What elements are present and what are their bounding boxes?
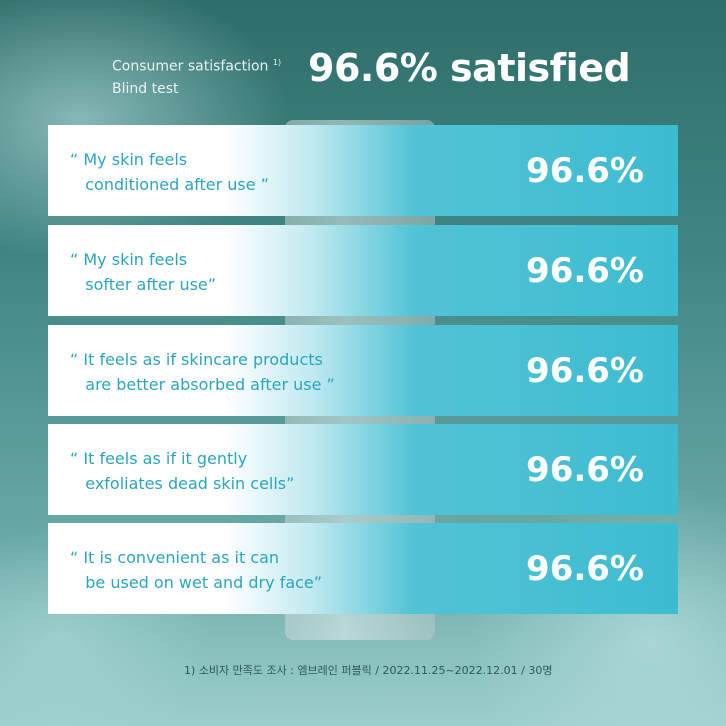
test-label: Blind test xyxy=(112,80,179,97)
survey-label: Consumer satisfaction xyxy=(112,58,269,75)
footnote: 1) 소비자 만족도 조사 : 엠브레인 퍼블릭 / 2022.11.25~20… xyxy=(184,664,553,677)
quote-text: “ My skin feels softer after use” xyxy=(70,250,217,294)
satisfaction-card: “ My skin feels softer after use” 96.6% xyxy=(48,225,678,316)
satisfaction-card: “ It feels as if skincare products are b… xyxy=(48,325,678,416)
satisfaction-card: “ My skin feels conditioned after use ” 9… xyxy=(48,125,678,216)
percentage-value: 96.6% xyxy=(526,151,644,191)
headline: 96.6% satisfied xyxy=(308,46,631,90)
satisfaction-card: “ It feels as if it gently exfoliates de… xyxy=(48,424,678,515)
quote-text: “ It feels as if skincare products are b… xyxy=(70,350,335,394)
header-label: Consumer satisfaction 1) Blind test xyxy=(112,52,281,100)
percentage-value: 96.6% xyxy=(526,549,644,589)
quote-text: “ It is convenient as it can be used on … xyxy=(70,548,323,592)
percentage-value: 96.6% xyxy=(526,251,644,291)
percentage-value: 96.6% xyxy=(526,450,644,490)
satisfaction-card: “ It is convenient as it can be used on … xyxy=(48,523,678,614)
quote-text: “ It feels as if it gently exfoliates de… xyxy=(70,449,295,493)
quote-text: “ My skin feels conditioned after use ” xyxy=(70,150,269,194)
footnote-mark: 1) xyxy=(272,58,282,67)
percentage-value: 96.6% xyxy=(526,351,644,391)
